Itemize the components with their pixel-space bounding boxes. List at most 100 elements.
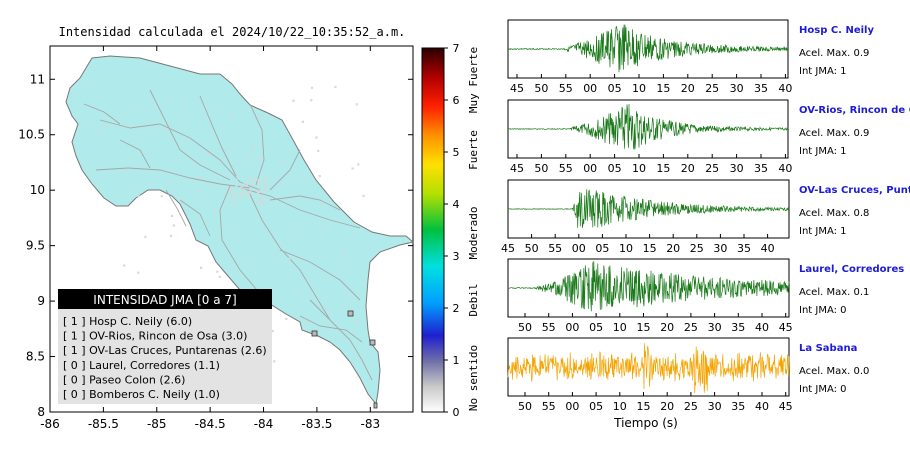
city-dot [247,193,250,196]
x-tick-label: -86 [40,417,60,431]
city-dot [99,128,102,131]
seismogram-tick-label: 15 [656,82,670,95]
city-dot [213,211,216,214]
city-dot [355,103,358,106]
map-title: Intensidad calculada el 2024/10/22_10:35… [59,25,406,39]
colorbar-gradient [421,47,445,413]
city-dot [251,144,254,147]
city-dot [133,105,136,108]
map-legend: INTENSIDAD JMA [0 a 7] [ 1 ] Hosp C. Nei… [58,289,272,404]
waveform-line [507,343,790,394]
city-dot [249,190,252,193]
city-dot [251,150,254,153]
city-dot [259,190,262,193]
city-dot [180,198,183,201]
road-line [165,189,187,227]
waveform-line [507,103,789,150]
seismogram-tick-label: 20 [660,321,674,334]
seismogram-tick-label: 35 [731,321,745,334]
colorbar-tick-label: 7 [453,42,460,55]
colorbar-category-label: Moderado [467,207,480,260]
seismogram-tick-label: 55 [542,321,556,334]
city-dot [235,178,238,181]
city-dot [149,155,152,158]
seismogram-tick-label: 00 [583,82,597,95]
seismogram-tick-label: 50 [525,242,539,255]
legend-header [58,289,272,309]
station-name[interactable]: OV-Las Cruces, Puntar [799,185,910,196]
city-dot [258,183,261,186]
city-dot [266,177,269,180]
city-dot [246,195,250,198]
city-dot [264,188,267,191]
seismogram-tick-label: 15 [637,400,651,413]
seismogram-tick-label: 10 [632,82,646,95]
seismogram-tick-label: 10 [619,242,633,255]
colorbar-tick-label: 6 [453,94,460,107]
city-dot [317,149,320,153]
road-line [249,103,265,186]
road-line [99,119,261,191]
seismogram-tick-label: 15 [656,162,670,175]
city-dot [234,200,237,203]
city-dot [239,187,242,190]
seismogram-tick-label: 30 [708,400,722,413]
station-marker[interactable] [373,402,378,409]
station-name[interactable]: Hosp C. Neily [799,25,874,36]
map-x-tick-labels: -86 -85.5 -85 -84.5 -84 -83.5 -83 [40,417,380,431]
city-dot [218,275,221,278]
city-dot [263,180,266,183]
station-marker[interactable] [347,310,354,317]
seismogram-tick-label: 30 [708,321,722,334]
city-dot [144,235,147,238]
seismogram-tick-label: 30 [730,162,744,175]
road-line [149,89,231,181]
colorbar-tick-label: 5 [453,146,460,159]
station-name[interactable]: La Sabana [799,343,857,354]
road-line [269,195,341,211]
city-dot [323,227,326,230]
seismogram-tick-label: 00 [565,400,579,413]
road-line [119,139,151,169]
seismogram-tick-label: 55 [559,82,573,95]
city-dot [246,155,249,158]
city-dot [243,188,246,191]
waveform-line [507,24,789,73]
city-dot [259,198,262,201]
city-dot [252,184,255,187]
x-tick-label: -84 [254,417,274,431]
seismogram-tick-label: 05 [589,321,603,334]
waveform-line [507,189,790,228]
city-dot [200,266,203,269]
station-marker[interactable] [369,339,376,346]
seismogram-panel: 45 50 55 00 05 10 15 20 25 30 35 40 OV-Las Cruces, P… [501,179,910,255]
seismogram-tick-label: 40 [778,162,792,175]
jma-intensity: Int JMA: 0 [799,384,847,395]
station-name[interactable]: Laurel, Corredores [799,264,904,275]
station-marker[interactable] [311,330,318,337]
city-dot [246,192,249,195]
city-dot [306,321,309,324]
city-dot [265,184,268,187]
city-dot [172,224,175,227]
seismogram-tick-label: 20 [660,400,674,413]
city-dot [124,169,127,172]
land-polygon [65,55,415,406]
city-dot [341,308,345,311]
city-dot [362,194,365,197]
city-dot [281,160,284,163]
legend-item: [ 0 ] Paseo Colon (2.6) [63,373,185,386]
station-name[interactable]: OV-Rios, Rincon de Os [799,105,910,116]
seismogram-tick-label: 25 [705,162,719,175]
waveform-line [507,260,790,312]
seismogram-tick-label: 45 [779,400,793,413]
seismogram-tick-label: 05 [608,162,622,175]
colorbar-category-label: No sentido [467,345,480,411]
city-dot [256,191,259,194]
seismogram-tick-label: 35 [754,162,768,175]
jma-intensity: Int JMA: 1 [799,226,847,237]
seismogram-tick-label: 15 [637,321,651,334]
city-dot [344,265,347,268]
city-dot [137,271,140,274]
city-dot [355,319,358,322]
